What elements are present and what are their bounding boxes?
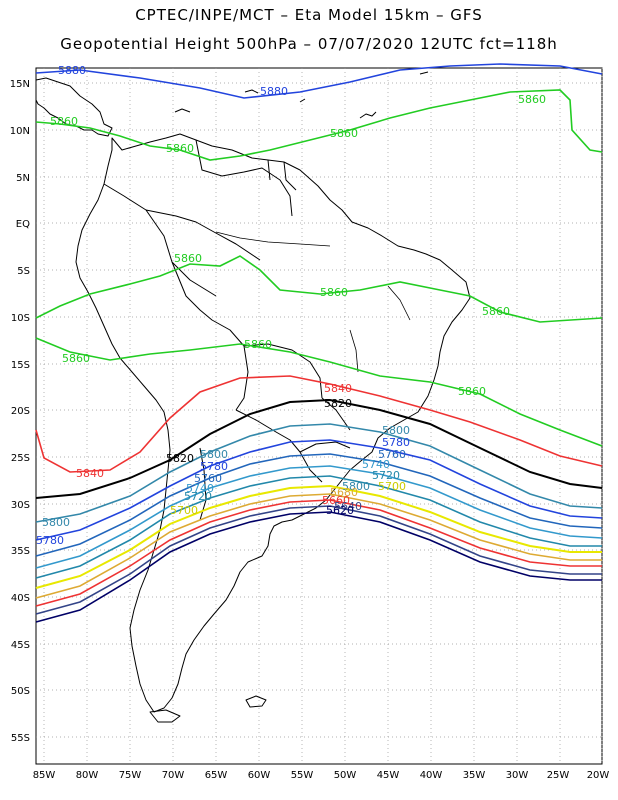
contour-label: 5880 <box>260 85 288 98</box>
lon-tick-label: 25W <box>547 770 570 781</box>
contour-5860-south <box>35 337 603 447</box>
lon-tick-label: 55W <box>291 770 314 781</box>
contour-labels: 5880 5880 5860 5860 5860 5860 5860 5860 … <box>36 64 546 547</box>
contour-label: 5860 <box>62 352 90 365</box>
lon-tick-label: 20W <box>587 770 610 781</box>
contour-label: 5800 <box>342 480 370 493</box>
tierra-del-fuego <box>149 709 181 723</box>
lat-tick-label: EQ <box>16 219 30 230</box>
longitude-axis: 85W 80W 75W 70W 65W 60W 55W 50W 45W 40W … <box>33 770 610 781</box>
lat-tick-label: 10N <box>10 126 30 137</box>
contour-label: 5860 <box>174 252 202 265</box>
latitude-axis: 15N 10N 5N EQ 5S 10S 15S 20S 25S 30S 35S… <box>10 79 30 744</box>
lon-tick-label: 85W <box>33 770 56 781</box>
contour-5800 <box>35 423 603 523</box>
lon-tick-label: 50W <box>334 770 357 781</box>
contour-label: 5640 <box>334 500 362 513</box>
contour-label: 5820 <box>166 452 194 465</box>
lon-tick-label: 30W <box>506 770 529 781</box>
contour-label: 5840 <box>76 467 104 480</box>
contour-label: 5860 <box>320 286 348 299</box>
contour-label: 5780 <box>382 436 410 449</box>
contour-label: 5700 <box>170 504 198 517</box>
lon-tick-label: 75W <box>119 770 142 781</box>
contour-5860-mid <box>35 255 603 323</box>
caribbean-islands <box>174 71 429 119</box>
coastlines <box>35 71 471 723</box>
lat-tick-label: 5N <box>16 173 30 184</box>
contour-label: 5740 <box>186 482 214 495</box>
contour-label: 5800 <box>200 448 228 461</box>
lat-tick-label: 15S <box>11 360 30 371</box>
contour-label: 5860 <box>50 115 78 128</box>
contour-label: 5860 <box>166 142 194 155</box>
contour-5860-north <box>35 89 603 161</box>
contour-label: 5860 <box>244 338 272 351</box>
contour-label: 5860 <box>458 385 486 398</box>
lon-tick-label: 45W <box>377 770 400 781</box>
contour-5880-north <box>35 63 603 99</box>
contour-label: 5860 <box>482 305 510 318</box>
contour-label: 5860 <box>330 127 358 140</box>
contour-5760 <box>35 453 603 557</box>
contour-label: 5680 <box>330 486 358 499</box>
contour-5640 <box>35 505 602 615</box>
contour-label: 5880 <box>58 64 86 77</box>
contour-5720 <box>35 475 602 579</box>
contour-5820 <box>35 398 603 499</box>
lat-tick-label: 45S <box>11 640 30 651</box>
contour-5780 <box>35 439 603 541</box>
lon-tick-label: 70W <box>162 770 185 781</box>
contour-5740 <box>35 465 603 569</box>
lon-tick-label: 35W <box>463 770 486 781</box>
contour-label: 5800 <box>382 424 410 437</box>
lat-tick-label: 40S <box>11 593 30 604</box>
lat-tick-label: 10S <box>11 313 30 324</box>
contour-label: 5840 <box>324 382 352 395</box>
contour-label: 5800 <box>42 516 70 529</box>
contour-5620 <box>35 511 602 623</box>
lat-tick-label: 20S <box>11 406 30 417</box>
contour-label: 5620 <box>326 504 354 517</box>
lat-tick-label: 15N <box>10 79 30 90</box>
central-america-outline <box>35 77 113 137</box>
lon-tick-label: 40W <box>420 770 443 781</box>
contour-lines <box>35 63 603 623</box>
lat-tick-label: 35S <box>11 546 30 557</box>
contour-5840 <box>35 375 603 473</box>
rivers <box>215 231 411 373</box>
country-borders <box>103 139 351 521</box>
map-title-line2: Geopotential Height 500hPa – 07/07/2020 … <box>60 35 558 53</box>
falklands <box>245 695 267 708</box>
contour-label: 5720 <box>372 469 400 482</box>
contour-label: 5700 <box>378 480 406 493</box>
contour-label: 5760 <box>194 472 222 485</box>
lon-tick-label: 65W <box>205 770 228 781</box>
contour-label: 5660 <box>322 494 350 507</box>
lon-tick-label: 60W <box>248 770 271 781</box>
lat-tick-label: 50S <box>11 686 30 697</box>
contour-5700 <box>35 484 602 589</box>
contour-label: 5860 <box>518 93 546 106</box>
contour-5660 <box>35 499 602 607</box>
map-title-line1: CPTEC/INPE/MCT – Eta Model 15km – GFS <box>135 6 483 24</box>
contour-label: 5720 <box>184 490 212 503</box>
contour-label: 5740 <box>362 458 390 471</box>
contour-5680 <box>35 493 602 599</box>
lat-tick-label: 30S <box>11 500 30 511</box>
contour-label: 5780 <box>200 460 228 473</box>
contour-label: 5760 <box>378 448 406 461</box>
lat-tick-label: 5S <box>17 266 30 277</box>
contour-label: 5780 <box>36 534 64 547</box>
lat-tick-label: 25S <box>11 453 30 464</box>
contour-label: 5820 <box>324 397 352 410</box>
south-america-outline <box>75 133 471 713</box>
lon-tick-label: 80W <box>76 770 99 781</box>
lat-tick-label: 55S <box>11 733 30 744</box>
